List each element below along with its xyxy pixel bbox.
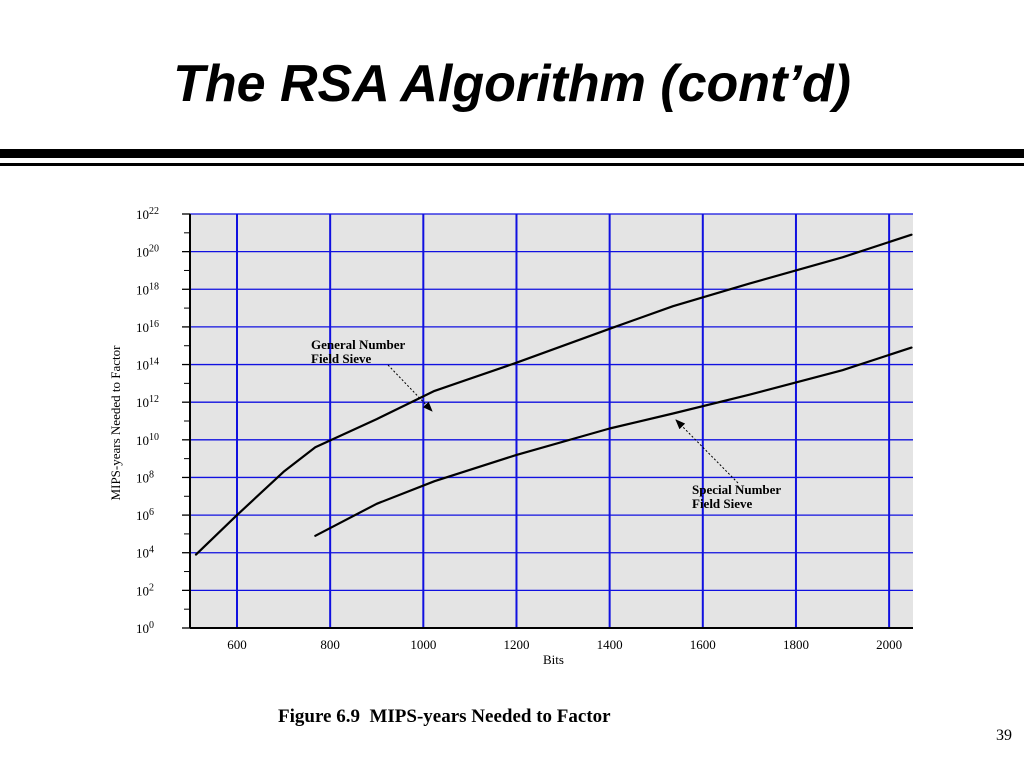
y-tick-label: 1022 bbox=[136, 206, 159, 222]
snfs-curve bbox=[314, 346, 913, 537]
y-tick-label: 100 bbox=[136, 620, 154, 636]
gnfs-label-line: Field Sieve bbox=[311, 351, 372, 366]
gnfs-label-line: General Number bbox=[311, 337, 405, 352]
figure-caption: Figure 6.9 MIPS-years Needed to Factor bbox=[278, 706, 611, 727]
snfs-arrow bbox=[675, 419, 739, 484]
page-number: 39 bbox=[996, 727, 1012, 744]
title-rule-thin bbox=[0, 163, 1024, 166]
y-tick-label: 102 bbox=[136, 582, 154, 598]
plot-area bbox=[190, 214, 913, 628]
slide-title: The RSA Algorithm (cont’d) bbox=[173, 55, 851, 113]
x-tick-label: 2000 bbox=[876, 637, 902, 652]
y-tick-label: 1020 bbox=[136, 244, 159, 260]
title-rule-thick bbox=[0, 149, 1024, 158]
y-tick-label: 1010 bbox=[136, 432, 159, 448]
y-tick-label: 1018 bbox=[136, 281, 159, 297]
x-axis-title: Bits bbox=[543, 652, 564, 667]
y-tick-label: 104 bbox=[136, 545, 154, 561]
y-tick-label: 1012 bbox=[136, 394, 159, 410]
y-tick-label: 106 bbox=[136, 507, 154, 523]
y-tick-label: 1016 bbox=[136, 319, 159, 335]
x-tick-label: 1000 bbox=[410, 637, 436, 652]
x-tick-label: 800 bbox=[320, 637, 340, 652]
gnfs-arrow bbox=[387, 364, 433, 412]
snfs-label-line: Field Sieve bbox=[692, 496, 753, 511]
snfs-label-line: Special Number bbox=[692, 482, 781, 497]
curves bbox=[194, 233, 913, 556]
y-axis-title: MIPS-years Needed to Factor bbox=[108, 345, 123, 501]
x-tick-label: 1200 bbox=[503, 637, 529, 652]
y-tick-label: 108 bbox=[136, 469, 154, 485]
grid bbox=[190, 213, 913, 628]
axis-ticks: 600 800 1000 1200 1400 1600 1800 2000 100 102 104 1… bbox=[108, 206, 913, 667]
x-tick-label: 600 bbox=[227, 637, 247, 652]
x-tick-label: 1800 bbox=[783, 637, 809, 652]
y-tick-label: 1014 bbox=[136, 357, 159, 373]
x-tick-label: 1600 bbox=[690, 637, 716, 652]
gnfs-curve bbox=[194, 233, 913, 556]
plot-background bbox=[190, 214, 913, 628]
x-tick-label: 1400 bbox=[597, 637, 623, 652]
